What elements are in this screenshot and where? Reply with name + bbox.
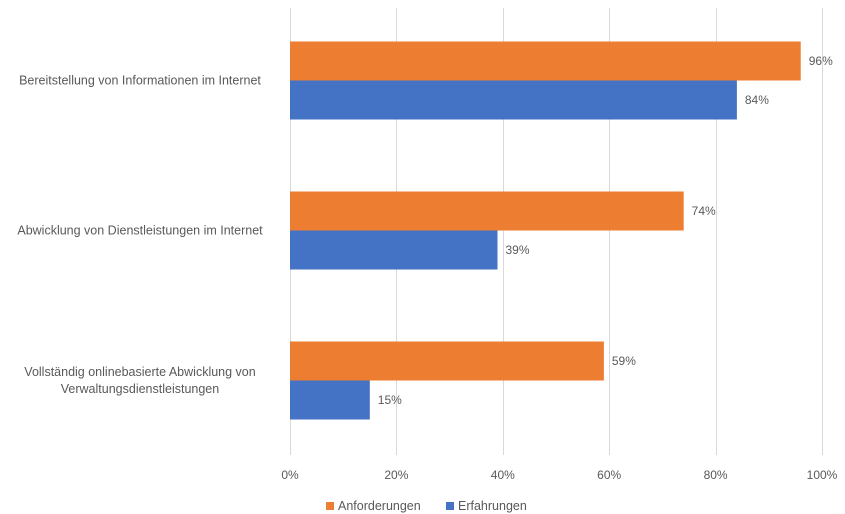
- bar-anforderungen-2: [290, 191, 684, 231]
- legend-label-anforderungen: Anforderungen: [338, 499, 421, 513]
- data-label-anforderungen-2: 74%: [692, 204, 716, 218]
- legend: Anforderungen Erfahrungen: [326, 499, 527, 513]
- data-label-erfahrungen-2: 39%: [505, 243, 529, 257]
- data-label-erfahrungen-3: 15%: [378, 393, 402, 407]
- data-labels: 96% 84% 74% 39% 59% 15%: [378, 54, 833, 407]
- legend-swatch-erfahrungen: [446, 502, 454, 510]
- category-label: Vollständig onlinebasierte Abwicklung vo…: [24, 365, 255, 379]
- x-axis-tick-labels: 0% 20% 40% 60% 80% 100%: [281, 468, 837, 482]
- x-tick-label: 20%: [384, 468, 408, 482]
- category-labels: Bereitstellung von Informationen im Inte…: [17, 74, 263, 397]
- bar-anforderungen-3: [290, 341, 604, 381]
- bars: [290, 41, 801, 420]
- bar-erfahrungen-2: [290, 230, 498, 270]
- x-tick-label: 0%: [281, 468, 299, 482]
- category-label: Verwaltungsdienstleistungen: [61, 382, 219, 396]
- x-tick-label: 60%: [597, 468, 621, 482]
- category-label: Abwicklung von Dienstleistungen im Inter…: [17, 224, 263, 238]
- x-tick-label: 80%: [704, 468, 728, 482]
- data-label-anforderungen-1: 96%: [809, 54, 833, 68]
- x-tick-label: 40%: [491, 468, 515, 482]
- bar-erfahrungen-3: [290, 380, 370, 420]
- data-label-anforderungen-3: 59%: [612, 354, 636, 368]
- data-label-erfahrungen-1: 84%: [745, 93, 769, 107]
- bar-anforderungen-1: [290, 41, 801, 81]
- bar-erfahrungen-1: [290, 80, 737, 120]
- x-tick-label: 100%: [807, 468, 838, 482]
- legend-label-erfahrungen: Erfahrungen: [458, 499, 527, 513]
- legend-swatch-anforderungen: [326, 502, 334, 510]
- category-label: Bereitstellung von Informationen im Inte…: [19, 74, 261, 88]
